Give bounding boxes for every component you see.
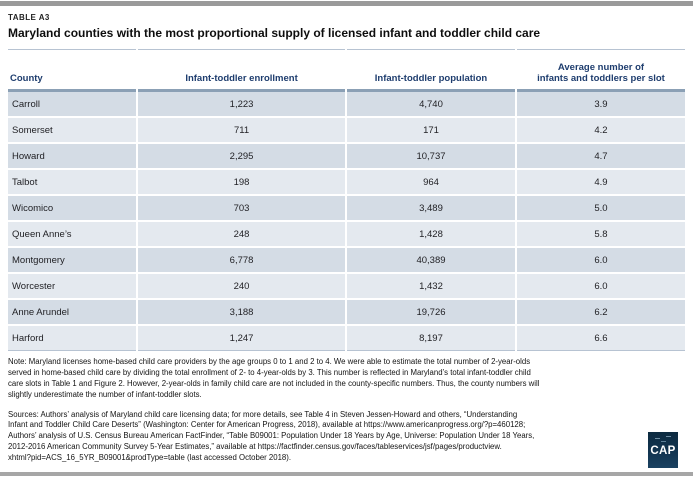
cell-value: 40,389 [347, 248, 515, 275]
table-row: Worcester 240 1,432 6.0 [8, 274, 685, 301]
top-divider-bar [0, 1, 693, 6]
cell-county: Montgomery [8, 248, 137, 275]
sources-text-line: Infant and Toddler Child Care Deserts” (… [8, 420, 526, 430]
table-row: Wicomico 703 3,489 5.0 [8, 196, 685, 223]
note-text-line: care slots in Table 1 and Figure 2. Howe… [8, 379, 540, 388]
sources-text-line: xhtml?pid=ACS_16_5YR_B09001&prodType=tab… [8, 452, 292, 462]
cell-value: 5.8 [516, 222, 685, 249]
cell-value: 171 [347, 118, 515, 145]
table-row: Somerset 711 171 4.2 [8, 118, 685, 145]
note-text-line: served in home-based child care by divid… [8, 368, 531, 378]
note-text: Note: Maryland licenses home-based child… [8, 357, 685, 400]
cell-value: 1,432 [347, 274, 515, 301]
column-header: Infant-toddler population [347, 49, 515, 93]
table-row: Anne Arundel 3,188 19,726 6.2 [8, 300, 685, 327]
data-table: County Infant-toddler enrollment Infant-to… [6, 49, 687, 352]
cell-value: 4,740 [347, 92, 515, 119]
column-header: County [8, 49, 137, 93]
table-row: Harford 1,247 8,197 6.6 [8, 326, 685, 352]
table-row: Carroll 1,223 4,740 3.9 [8, 92, 685, 119]
cell-county: Wicomico [8, 196, 137, 223]
cell-value: 6.0 [516, 274, 685, 301]
cell-value: 1,428 [347, 222, 515, 249]
cell-value: 2,295 [138, 144, 345, 171]
cell-county: Anne Arundel [8, 300, 137, 327]
cell-value: 248 [138, 222, 345, 249]
bottom-divider-bar [0, 472, 693, 476]
birds-icon [655, 438, 660, 439]
table-body: Carroll 1,223 4,740 3.9 Somerset 711 171 4.2 How… [8, 92, 685, 352]
note-text-line: Note: Maryland licenses home-based child… [8, 357, 531, 367]
cell-value: 1,247 [138, 326, 345, 352]
cell-value: 3.9 [516, 92, 685, 119]
cell-county: Harford [8, 326, 137, 352]
cell-value: 5.0 [516, 196, 685, 223]
table-label: TABLE A3 [8, 13, 50, 22]
sources-text-line: 2012-2016 American Community Survey 5-Ye… [8, 441, 502, 451]
cell-county: Talbot [8, 170, 137, 197]
note-text-line: slightly underestimate the number of inf… [8, 389, 202, 399]
table-row: Talbot 198 964 4.9 [8, 170, 685, 197]
cell-value: 711 [138, 118, 345, 145]
cell-value: 8,197 [347, 326, 515, 352]
cell-value: 703 [138, 196, 345, 223]
sources-text: Sources: Authors’ analysis of Maryland c… [8, 410, 685, 464]
cell-value: 4.9 [516, 170, 685, 197]
cell-value: 10,737 [347, 144, 515, 171]
cell-county: Worcester [8, 274, 137, 301]
table-row: Montgomery 6,778 40,389 6.0 [8, 248, 685, 275]
cap-logo-text: CAP [650, 445, 676, 457]
column-header: Average number of infants and toddlers pe… [516, 49, 685, 93]
table-row: Queen Anne’s 248 1,428 5.8 [8, 222, 685, 249]
cell-value: 4.7 [516, 144, 685, 171]
cell-value: 6.0 [516, 248, 685, 275]
cell-value: 3,188 [138, 300, 345, 327]
column-header: Infant-toddler enrollment [138, 49, 345, 93]
cell-value: 19,726 [347, 300, 515, 327]
cell-value: 6.2 [516, 300, 685, 327]
cell-value: 240 [138, 274, 345, 301]
cell-value: 4.2 [516, 118, 685, 145]
sources-text-line: Authors’ analysis of U.S. Census Bureau … [8, 431, 535, 441]
cell-value: 6.6 [516, 326, 685, 352]
cell-county: Somerset [8, 118, 137, 145]
table-row: Howard 2,295 10,737 4.7 [8, 144, 685, 171]
cell-county: Howard [8, 144, 137, 171]
sources-text-line: Sources: Authors’ analysis of Maryland c… [8, 409, 518, 419]
table-header: County Infant-toddler enrollment Infant-to… [8, 49, 685, 93]
cell-value: 198 [138, 170, 345, 197]
page-title: Maryland counties with the most proporti… [8, 26, 541, 40]
report-table-figure: TABLE A3 Maryland counties with the most… [8, 6, 685, 464]
cap-logo: CAP [648, 432, 678, 468]
cell-value: 1,223 [138, 92, 345, 119]
cell-value: 964 [347, 170, 515, 197]
cell-county: Queen Anne’s [8, 222, 137, 249]
cell-county: Carroll [8, 92, 137, 119]
cell-value: 3,489 [347, 196, 515, 223]
cell-value: 6,778 [138, 248, 345, 275]
